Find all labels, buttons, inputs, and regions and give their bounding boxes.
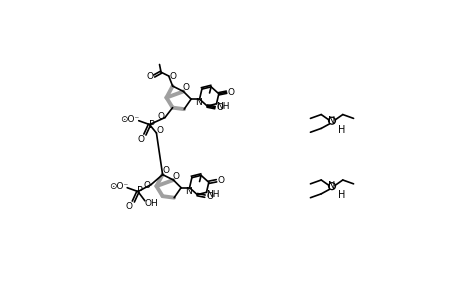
- Text: O: O: [137, 135, 144, 144]
- Text: ⊙O⁻: ⊙O⁻: [109, 182, 128, 191]
- Text: O: O: [157, 126, 163, 135]
- Text: N: N: [328, 181, 335, 191]
- Text: O: O: [217, 176, 224, 185]
- Text: NH: NH: [206, 190, 219, 199]
- Text: ⊙O⁻: ⊙O⁻: [120, 116, 140, 124]
- Text: O: O: [143, 181, 151, 190]
- Text: NH: NH: [215, 102, 229, 111]
- Text: O: O: [206, 192, 213, 201]
- Text: H: H: [337, 190, 344, 200]
- Text: O: O: [169, 72, 176, 81]
- Text: N: N: [195, 98, 202, 107]
- Text: H: H: [337, 125, 344, 135]
- Text: O: O: [157, 112, 164, 121]
- Text: O: O: [182, 83, 189, 92]
- Text: O: O: [227, 88, 234, 97]
- Text: O: O: [172, 172, 179, 181]
- Text: O: O: [146, 71, 153, 80]
- Text: O: O: [126, 202, 133, 211]
- Text: O: O: [162, 166, 169, 175]
- Text: N: N: [328, 116, 335, 126]
- Text: OH: OH: [144, 199, 157, 208]
- Text: P: P: [149, 120, 155, 130]
- Text: P: P: [137, 186, 143, 196]
- Text: O: O: [216, 103, 223, 112]
- Text: N: N: [185, 187, 192, 196]
